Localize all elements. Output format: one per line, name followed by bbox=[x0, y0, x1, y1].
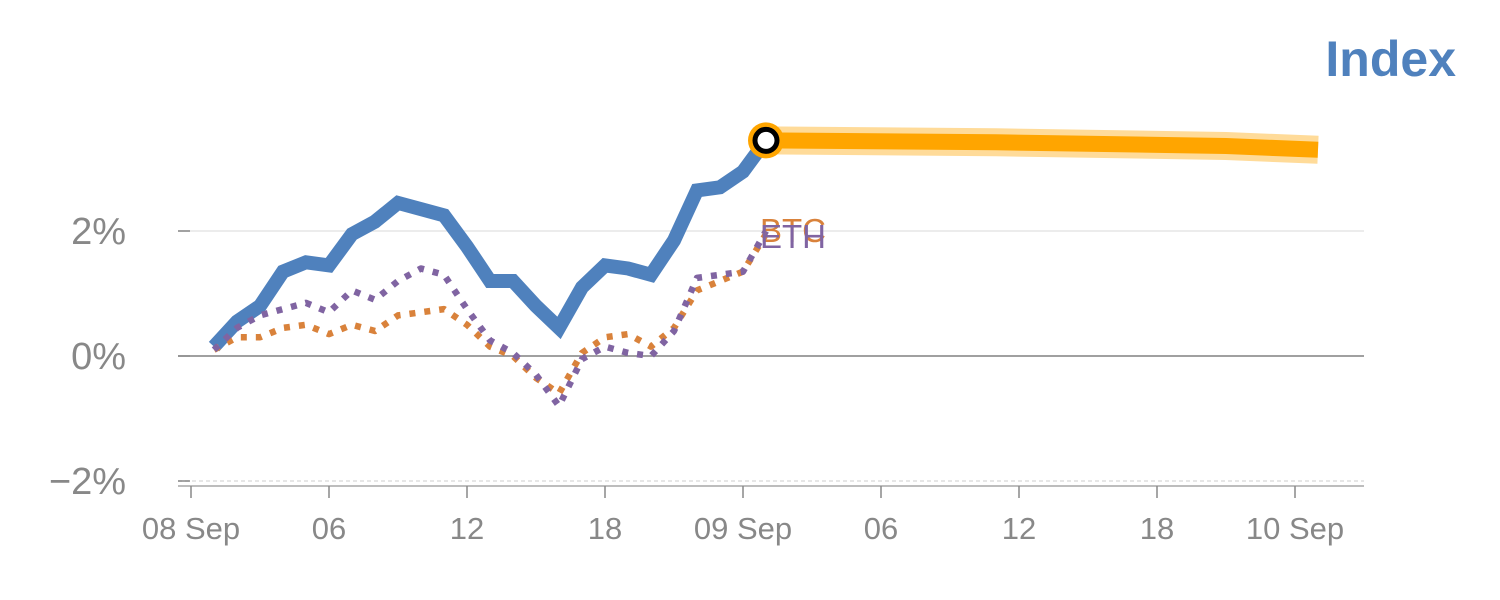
eth-point bbox=[488, 338, 492, 342]
y-tick-label: −2% bbox=[49, 461, 126, 503]
eth-point bbox=[695, 276, 699, 280]
index-point bbox=[511, 279, 515, 283]
x-tick-label: 12 bbox=[450, 511, 484, 546]
eth-point bbox=[327, 310, 331, 314]
btc-point bbox=[718, 279, 722, 283]
index-point bbox=[442, 213, 446, 217]
btc-point bbox=[350, 323, 354, 327]
eth-point bbox=[304, 301, 308, 305]
x-tick-label: 18 bbox=[588, 511, 622, 546]
index-point bbox=[718, 185, 722, 189]
index-point bbox=[258, 304, 262, 308]
btc-series-label: BTC bbox=[760, 212, 826, 249]
eth-point bbox=[672, 329, 676, 333]
eth-point bbox=[718, 273, 722, 277]
index-point bbox=[741, 170, 745, 174]
eth-point bbox=[741, 270, 745, 274]
index-point bbox=[695, 188, 699, 192]
x-tick-label: 18 bbox=[1140, 511, 1174, 546]
x-tick-label: 09 Sep bbox=[694, 511, 792, 546]
index-point bbox=[465, 245, 469, 249]
index-point bbox=[327, 263, 331, 267]
index-point bbox=[649, 273, 653, 277]
forecast-line bbox=[765, 132, 1319, 158]
grid-layer bbox=[178, 230, 1364, 482]
index-point bbox=[488, 279, 492, 283]
btc-point bbox=[442, 307, 446, 311]
x-tick-label: 10 Sep bbox=[1246, 511, 1344, 546]
x-tick-label: 12 bbox=[1002, 511, 1036, 546]
index-point bbox=[281, 270, 285, 274]
btc-point bbox=[626, 332, 630, 336]
eth-series-label: ETH bbox=[760, 218, 826, 255]
eth-point bbox=[603, 345, 607, 349]
index-point bbox=[626, 267, 630, 271]
eth-point bbox=[465, 307, 469, 311]
current-value-marker bbox=[752, 126, 780, 154]
btc-point bbox=[580, 351, 584, 355]
forecast-point bbox=[1224, 144, 1228, 148]
btc-line bbox=[212, 232, 769, 397]
eth-line bbox=[211, 229, 769, 410]
btc-point bbox=[258, 335, 262, 339]
index-point bbox=[350, 232, 354, 236]
eth-point bbox=[281, 307, 285, 311]
forecast-point bbox=[994, 140, 998, 144]
eth-point bbox=[511, 351, 515, 355]
btc-point bbox=[465, 323, 469, 327]
index-point bbox=[419, 207, 423, 211]
btc-point bbox=[649, 345, 653, 349]
eth-point bbox=[626, 351, 630, 355]
btc-point bbox=[557, 392, 561, 396]
eth-point bbox=[212, 348, 216, 352]
btc-point bbox=[396, 313, 400, 317]
btc-point bbox=[488, 345, 492, 349]
y-tick-label: 0% bbox=[71, 336, 126, 378]
forecast-point bbox=[1316, 148, 1320, 152]
index-point bbox=[304, 260, 308, 264]
series-layer bbox=[208, 126, 1320, 410]
index-point bbox=[580, 285, 584, 289]
x-tick-label: 06 bbox=[864, 511, 898, 546]
btc-point bbox=[235, 335, 239, 339]
series-btc bbox=[212, 232, 769, 397]
btc-point bbox=[603, 335, 607, 339]
btc-point bbox=[373, 329, 377, 333]
btc-point bbox=[281, 326, 285, 330]
index-point bbox=[373, 220, 377, 224]
chart-title: Index bbox=[1325, 31, 1456, 87]
x-tick-label: 08 Sep bbox=[142, 511, 240, 546]
btc-point bbox=[304, 323, 308, 327]
eth-point bbox=[442, 273, 446, 277]
index-point bbox=[557, 326, 561, 330]
index-point bbox=[534, 304, 538, 308]
eth-point bbox=[373, 298, 377, 302]
index-point bbox=[396, 201, 400, 205]
series-index bbox=[208, 136, 772, 352]
eth-point bbox=[649, 354, 653, 358]
x-tick-label: 06 bbox=[312, 511, 346, 546]
index-line bbox=[208, 136, 772, 352]
index-point bbox=[672, 238, 676, 242]
eth-point bbox=[419, 267, 423, 271]
index-point bbox=[603, 263, 607, 267]
eth-point bbox=[258, 313, 262, 317]
btc-point bbox=[419, 310, 423, 314]
index-point bbox=[235, 320, 239, 324]
series-eth bbox=[211, 229, 769, 410]
eth-point bbox=[580, 357, 584, 361]
eth-point bbox=[350, 288, 354, 292]
eth-point bbox=[396, 279, 400, 283]
eth-point bbox=[557, 404, 561, 408]
eth-point bbox=[235, 326, 239, 330]
y-tick-label: 2% bbox=[71, 211, 126, 253]
btc-point bbox=[327, 332, 331, 336]
series-forecast bbox=[765, 126, 1320, 164]
axis-layer: 2% 0% −2% 08 Sep 06 12 18 09 Sep 06 12 18 10 Sep bbox=[49, 211, 1364, 546]
eth-point bbox=[534, 373, 538, 377]
